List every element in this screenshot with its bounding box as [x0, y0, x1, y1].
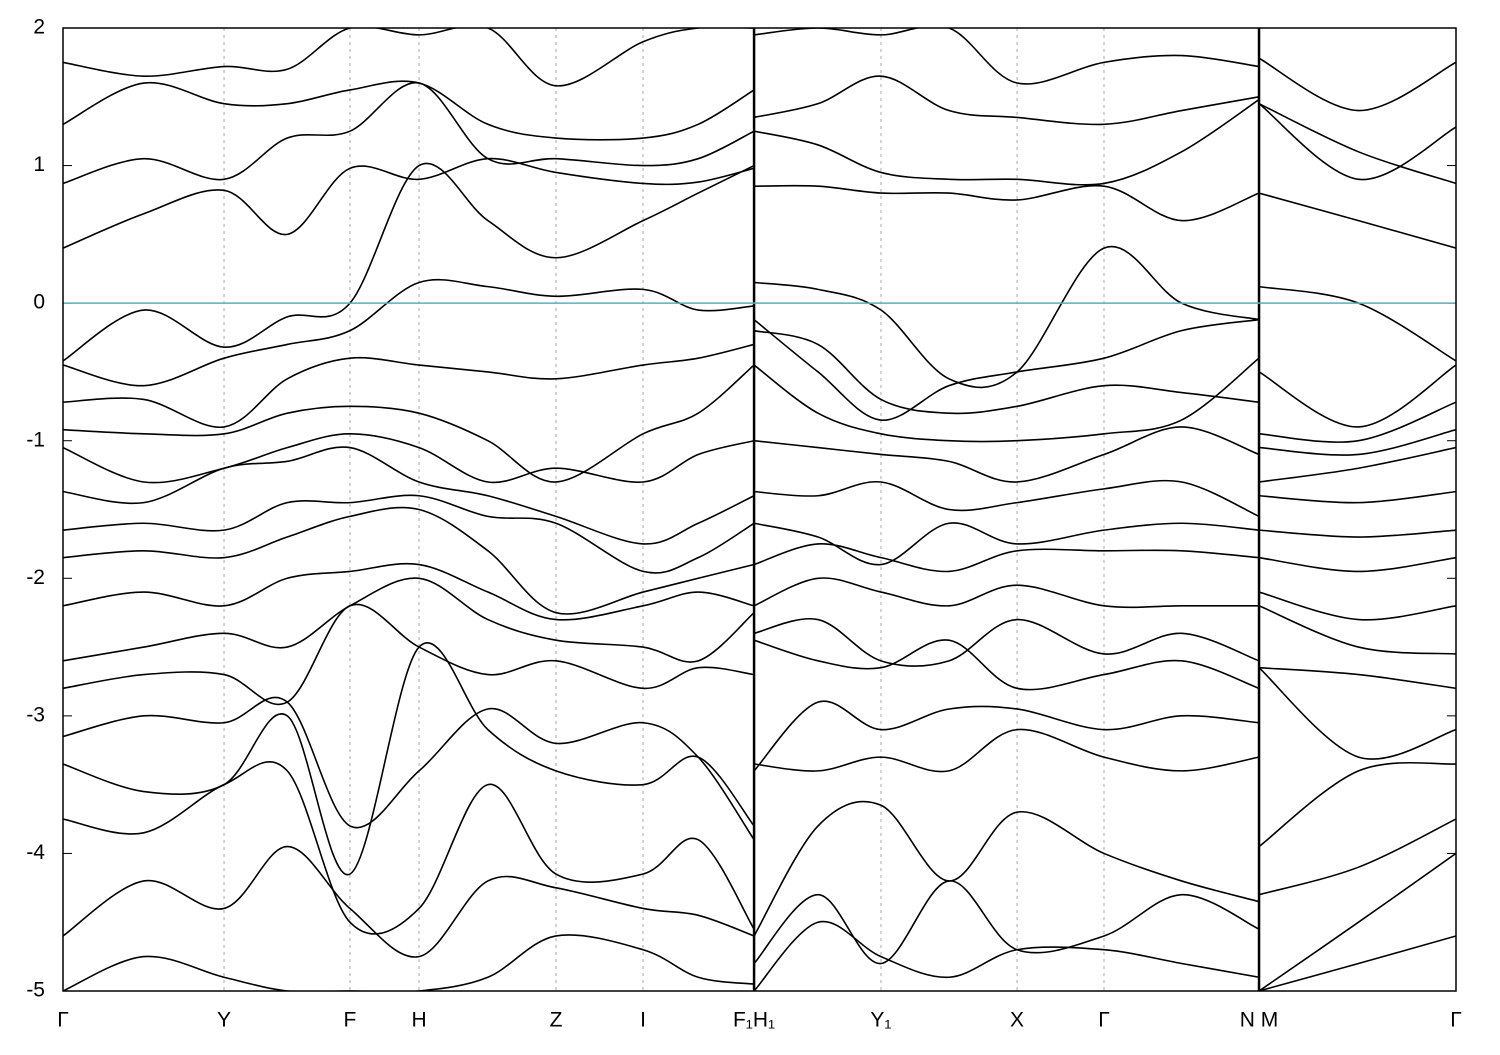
y-tick-label: 1 — [33, 153, 45, 176]
x-tick-label: X — [1010, 1009, 1024, 1032]
x-tick-label: Γ — [57, 1009, 69, 1032]
plot-frame — [62, 27, 1457, 992]
y-tick-label: -1 — [26, 428, 45, 451]
band — [63, 279, 1456, 428]
y-tick-label: -4 — [26, 841, 45, 864]
band — [63, 357, 1456, 483]
band — [63, 494, 1456, 574]
band — [63, 761, 1456, 937]
band — [63, 577, 1456, 667]
band — [63, 845, 1456, 991]
band — [63, 157, 1456, 249]
x-tick-label: F₁H₁ — [733, 1009, 775, 1032]
x-tick-label: Y — [217, 1009, 231, 1032]
x-tick-label: I — [640, 1009, 646, 1032]
x-tick-label: H — [411, 1009, 426, 1032]
band — [63, 426, 1456, 484]
band — [63, 603, 1456, 706]
x-tick-label: N M — [1240, 1009, 1279, 1032]
band-layer — [63, 28, 1456, 991]
y-tick-label: -5 — [26, 979, 45, 1002]
band — [63, 329, 1456, 443]
band — [63, 562, 1456, 621]
x-tick-label: Γ — [1450, 1009, 1462, 1032]
x-tick-label: F — [344, 1009, 357, 1032]
x-tick-label: Γ — [1098, 1009, 1110, 1032]
y-tick-label: 2 — [33, 16, 45, 39]
axis-layer: Γ Y F H Z I F₁H₁ Y₁ X Γ N M Γ 2 1 0 -1 -2 -3 -4 -5 — [26, 16, 1461, 1032]
x-tick-label: Z — [550, 1009, 563, 1032]
y-tick-label: 0 — [33, 291, 45, 314]
band — [63, 82, 1456, 186]
x-tick-label: Y₁ — [870, 1009, 891, 1032]
y-tick-label: -3 — [26, 703, 45, 726]
y-tick-label: -2 — [26, 566, 45, 589]
band — [63, 446, 1456, 545]
band — [63, 667, 1456, 841]
band — [63, 506, 1456, 615]
band — [63, 920, 1456, 991]
